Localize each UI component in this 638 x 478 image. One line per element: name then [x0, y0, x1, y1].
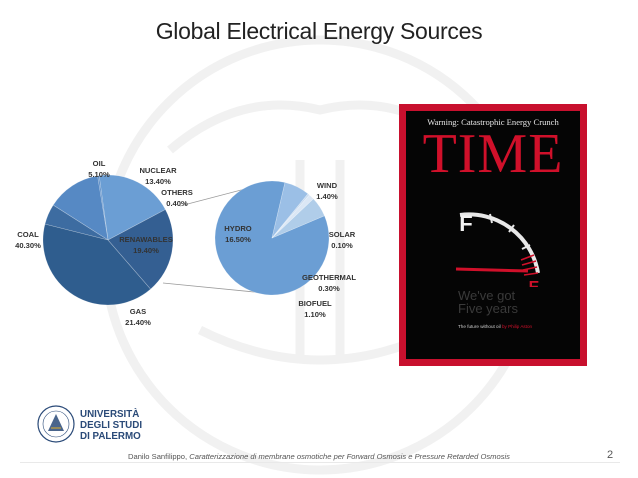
time-warning-text: Warning: Catastrophic Energy Crunch	[427, 117, 559, 127]
label-renawables-value: 19.40%	[133, 246, 159, 255]
label-coal-name: COAL	[17, 230, 39, 239]
label-coal-value: 40.30%	[15, 241, 41, 250]
label-gas-name: GAS	[130, 307, 146, 316]
pie-slice-wind	[271, 182, 309, 239]
label-hydro-name: HYDRO	[224, 224, 252, 233]
footer-thesis: Caratterizzazione di membrane osmotiche …	[189, 452, 510, 461]
label-solar-value: 0.10%	[331, 241, 353, 250]
slide-footer: Danilo Sanfilippo, Caratterizzazione di …	[0, 452, 638, 461]
university-name-line2: DEGLI STUDI	[80, 420, 143, 431]
pie-slice-others	[97, 175, 109, 241]
time-subline-byline: by Philip Aston	[501, 324, 533, 329]
label-oil-value: 5.10%	[88, 170, 110, 179]
university-name: UNIVERSITÀ DEGLI STUDI DI PALERMO	[80, 409, 142, 442]
pie-slice-solar	[271, 193, 310, 239]
university-name-line1: UNIVERSITÀ	[80, 409, 140, 420]
time-cover-inner: Warning: Catastrophic Energy Crunch TIME…	[406, 111, 580, 359]
gauge-e-label: E	[529, 279, 540, 287]
university-name-line3: DI PALERMO	[80, 431, 141, 442]
label-renawables-name: RENAWABLES	[119, 235, 173, 244]
label-geothermal-value: 0.30%	[318, 284, 340, 293]
label-geothermal-name: GEOTHERMAL	[302, 273, 356, 282]
time-headline: We've got Five years	[458, 289, 573, 315]
pie-labels: OIL 5.10% NUCLEAR 13.40% OTHERS 0.40% CO…	[15, 159, 356, 327]
label-biofuel-value: 1.10%	[304, 310, 326, 319]
label-nuclear-value: 13.40%	[145, 177, 171, 186]
pie-slice-oil	[44, 204, 109, 241]
page-number: 2	[607, 449, 614, 461]
label-hydro-value: 16.50%	[225, 235, 251, 244]
fuel-gauge-icon: F E	[455, 211, 540, 287]
time-headline-line1: We've got	[458, 288, 516, 303]
gauge-f-label: F	[459, 211, 472, 236]
label-wind-value: 1.40%	[316, 192, 338, 201]
pie-slice-gas	[107, 209, 174, 290]
footer-author: Danilo Sanfilippo,	[128, 452, 188, 461]
pie-slice-biofuel	[271, 198, 325, 239]
label-others-value: 0.40%	[166, 199, 188, 208]
time-subline: The future without oil by Philip Aston	[458, 324, 578, 329]
pie-slice-geothermal	[271, 194, 314, 239]
pie-slice-nuclear	[52, 175, 109, 241]
breakdown-pie	[214, 180, 330, 296]
label-others-name: OTHERS	[161, 188, 193, 197]
main-pie	[42, 174, 174, 306]
time-subline-text: The future without oil	[458, 324, 501, 329]
label-solar-name: SOLAR	[329, 230, 356, 239]
label-nuclear-name: NUCLEAR	[139, 166, 177, 175]
pie-slice-coal	[42, 223, 152, 306]
time-magazine-cover: Warning: Catastrophic Energy Crunch TIME…	[399, 104, 587, 366]
pie-slice-hydro	[214, 180, 330, 296]
label-oil-name: OIL	[93, 159, 106, 168]
time-logo: TIME	[422, 123, 564, 185]
slide-title: Global Electrical Energy Sources	[155, 18, 483, 44]
label-biofuel-name: BIOFUEL	[298, 299, 332, 308]
footer-divider	[20, 462, 620, 463]
university-seal-logo	[37, 405, 75, 443]
label-wind-name: WIND	[317, 181, 338, 190]
time-headline-line2: Five years	[458, 301, 518, 316]
pie-slice-renawables	[98, 174, 166, 241]
label-gas-value: 21.40%	[125, 318, 151, 327]
